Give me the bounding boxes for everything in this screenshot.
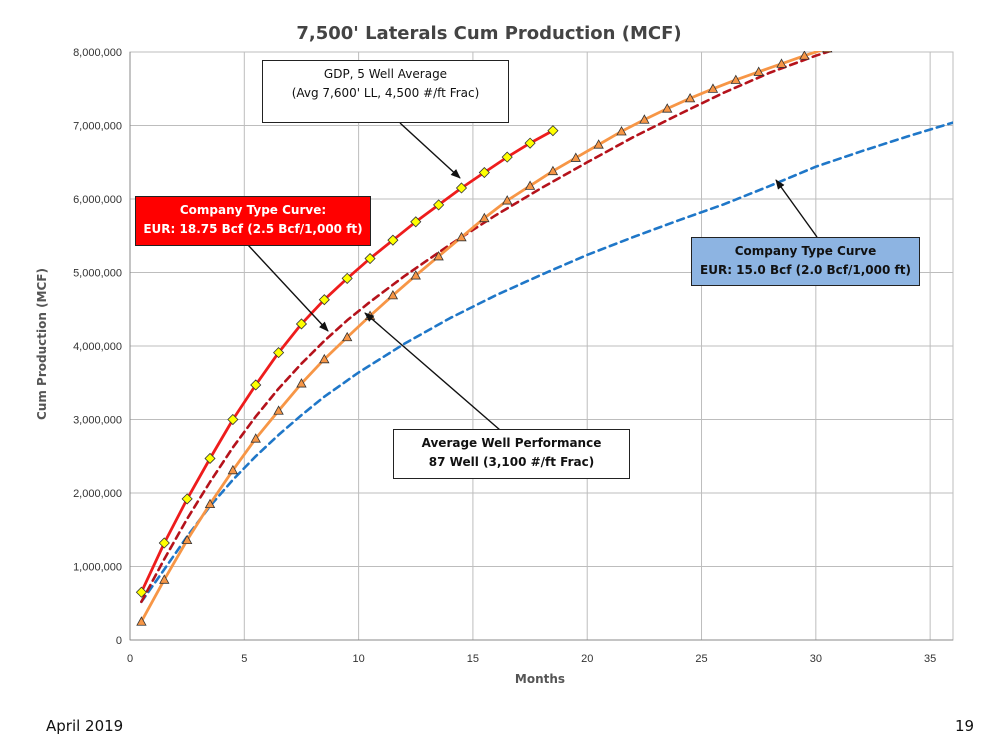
avg-well-point-triangle (822, 51, 833, 53)
y-tick-label: 7,000,000 (73, 121, 122, 133)
gdp-point-diamond (524, 137, 536, 149)
avg-well-point-triangle (547, 165, 559, 176)
avg-well-point-triangle (524, 180, 536, 190)
avg-well-point-triangle (342, 331, 353, 342)
gdp-point-diamond (158, 537, 170, 549)
grid: 0 1,000,000 2,000,000 3,000,000 4,000,000 5,0… (73, 47, 954, 665)
x-tick-label: 5 (241, 653, 247, 665)
chart-title: 7,500' Laterals Cum Production (MCF) (296, 23, 681, 44)
y-tick-label: 8,000,000 (73, 47, 122, 59)
arrow-gdp (399, 122, 461, 179)
avg-well-point-triangle (319, 353, 330, 364)
x-tick-label: 25 (695, 653, 707, 665)
x-tick-label: 15 (467, 653, 479, 665)
gdp-point-diamond (455, 182, 468, 194)
avg-well-point-triangle (730, 74, 741, 84)
type-curve-high-line2: EUR: 18.75 Bcf (2.5 Bcf/1,000 ft) (143, 222, 363, 236)
avg-well-line1: Average Well Performance (421, 436, 602, 450)
footer-date: April 2019 (46, 717, 124, 735)
annotation-arrows (247, 122, 818, 431)
avg-well-point-triangle (250, 433, 261, 443)
x-tick-label: 30 (810, 653, 822, 665)
series-line-type_high (140, 51, 835, 604)
avg-well-point-triangle (204, 498, 216, 509)
x-tick-label: 20 (581, 653, 593, 665)
avg-well-point-triangle (410, 270, 421, 280)
gdp-point-diamond (204, 452, 216, 465)
avg-well-point-triangle (616, 126, 627, 136)
avg-well-box: Average Well Performance 87 Well (3,100 … (393, 429, 630, 479)
gdp-point-diamond (501, 151, 513, 163)
gdp-point-diamond (318, 294, 330, 306)
avg-well-point-triangle (159, 574, 170, 584)
avg-well-point-triangle (227, 464, 239, 475)
avg-well-point-triangle (570, 152, 581, 162)
x-tick-label: 0 (127, 653, 133, 665)
gdp-point-diamond (295, 318, 308, 330)
arrow-avg-well (364, 312, 501, 431)
gdp-point-diamond (273, 347, 285, 359)
gdp-point-diamond (341, 272, 353, 284)
gdp-point-diamond (250, 379, 262, 391)
y-tick-label: 4,000,000 (73, 341, 122, 353)
y-tick-label: 6,000,000 (73, 194, 122, 206)
avg-well-point-triangle (456, 231, 467, 242)
avg-well-point-triangle (136, 616, 147, 626)
y-tick-label: 1,000,000 (73, 562, 122, 574)
avg-well-point-triangle (181, 534, 193, 545)
avg-well-point-triangle (776, 58, 787, 68)
gdp-point-diamond (135, 586, 147, 598)
avg-well-point-triangle (799, 51, 810, 60)
gdp-point-diamond (433, 199, 445, 211)
y-tick-label: 3,000,000 (73, 415, 122, 427)
avg-well-point-triangle (639, 114, 650, 124)
type-curve-low-line2: EUR: 15.0 Bcf (2.0 Bcf/1,000 ft) (700, 263, 911, 277)
avg-well-point-triangle (273, 405, 284, 415)
avg-well-point-triangle (684, 92, 696, 103)
arrow-type-low (775, 179, 818, 238)
type-curve-high-box: Company Type Curve: EUR: 18.75 Bcf (2.5 … (135, 196, 371, 246)
footer-page-number: 19 (955, 717, 975, 735)
avg-well-line2: 87 Well (3,100 #/ft Frac) (428, 455, 595, 469)
avg-well-point-triangle (387, 289, 399, 300)
arrow-type-high (247, 244, 329, 332)
avg-well-point-triangle (502, 195, 513, 205)
type-curve-high-line1: Company Type Curve: (179, 203, 327, 217)
gdp-point-diamond (478, 166, 490, 179)
avg-well-point-triangle (479, 212, 490, 223)
x-tick-label: 35 (924, 653, 936, 665)
avg-well-point-triangle (296, 378, 307, 388)
gdp-point-diamond (181, 493, 193, 505)
x-tick-label: 10 (352, 653, 364, 665)
gdp-annotation-line2: (Avg 7,600' LL, 4,500 #/ft Frac) (291, 86, 480, 100)
series-layer (135, 51, 953, 626)
series-line-type_low (140, 121, 953, 604)
y-tick-label: 2,000,000 (73, 488, 122, 500)
y-tick-label: 5,000,000 (73, 268, 122, 280)
type-curve-low-box: Company Type Curve EUR: 15.0 Bcf (2.0 Bc… (691, 237, 920, 286)
avg-well-point-triangle (753, 66, 764, 76)
gdp-point-diamond (410, 216, 422, 228)
avg-well-point-triangle (433, 251, 444, 261)
x-axis-label: Months (515, 672, 565, 686)
avg-well-point-triangle (707, 83, 719, 93)
y-axis-label: Cum Production (MCF) (35, 268, 49, 420)
gdp-annotation-box: GDP, 5 Well Average (Avg 7,600' LL, 4,50… (262, 60, 509, 123)
gdp-point-diamond (364, 252, 376, 265)
y-tick-label: 0 (116, 635, 122, 647)
gdp-annotation-line1: GDP, 5 Well Average (323, 67, 448, 81)
gdp-point-diamond (387, 234, 399, 246)
gdp-point-diamond (547, 125, 559, 137)
type-curve-low-line1: Company Type Curve (734, 244, 877, 258)
avg-well-point-triangle (593, 139, 604, 149)
avg-well-point-triangle (662, 103, 673, 113)
gdp-point-diamond (227, 413, 239, 426)
